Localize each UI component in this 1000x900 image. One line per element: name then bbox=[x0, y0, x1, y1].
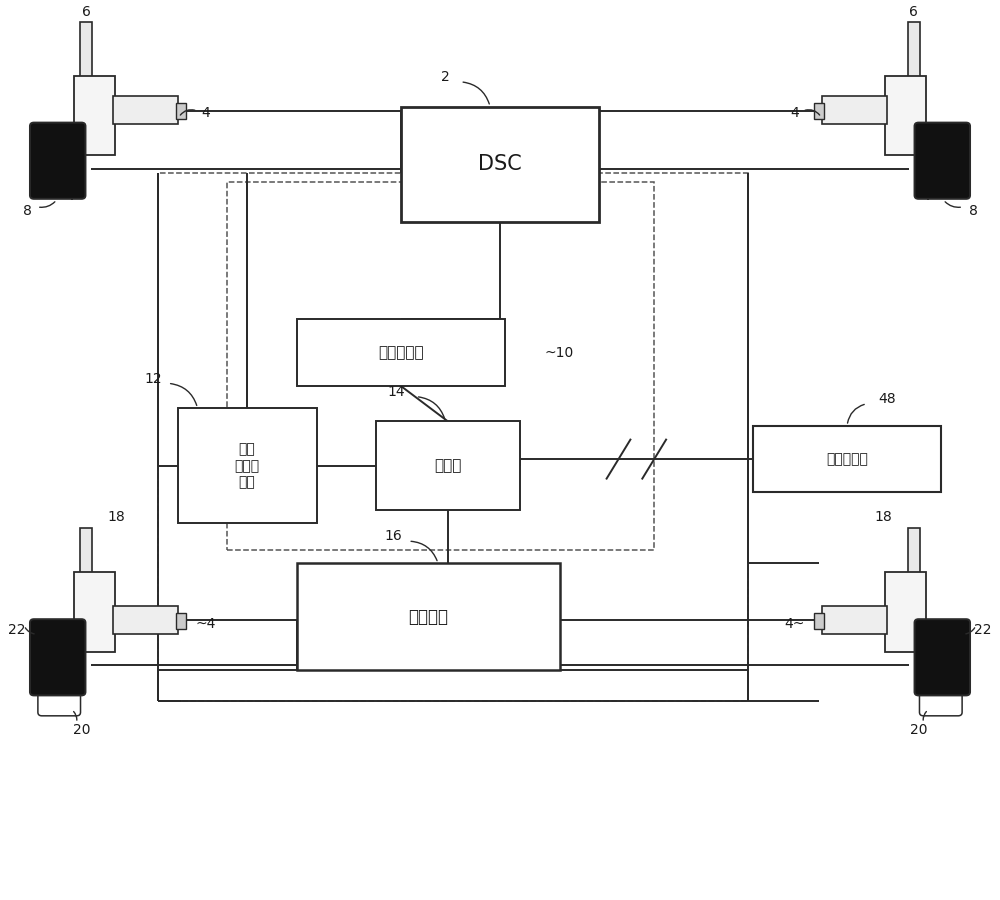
Bar bbox=[178, 408, 317, 524]
Text: 驱动装置: 驱动装置 bbox=[408, 608, 448, 625]
Text: 8: 8 bbox=[23, 204, 31, 219]
Bar bbox=[80, 527, 92, 577]
FancyBboxPatch shape bbox=[30, 122, 85, 199]
Text: 20: 20 bbox=[73, 723, 90, 737]
Text: DSC: DSC bbox=[478, 154, 522, 175]
Bar bbox=[80, 22, 92, 80]
Bar bbox=[814, 613, 824, 629]
Text: 显示器装置: 显示器装置 bbox=[378, 346, 424, 360]
FancyBboxPatch shape bbox=[38, 684, 81, 716]
Bar bbox=[176, 104, 186, 119]
Text: 控制器: 控制器 bbox=[434, 458, 462, 473]
Bar bbox=[401, 106, 599, 222]
Text: 48: 48 bbox=[878, 392, 896, 406]
Text: ~4: ~4 bbox=[195, 616, 216, 631]
Text: 22: 22 bbox=[8, 623, 26, 637]
Bar bbox=[158, 173, 748, 701]
Text: 12: 12 bbox=[144, 372, 162, 386]
FancyBboxPatch shape bbox=[915, 619, 970, 696]
Text: 4~: 4~ bbox=[784, 616, 805, 631]
Text: 6: 6 bbox=[909, 4, 918, 19]
Text: 18: 18 bbox=[107, 510, 125, 524]
Bar bbox=[297, 320, 505, 386]
Text: 温度传感器: 温度传感器 bbox=[826, 452, 868, 466]
FancyBboxPatch shape bbox=[915, 122, 970, 199]
Text: 4: 4 bbox=[201, 106, 210, 120]
Bar bbox=[885, 76, 926, 156]
Bar bbox=[74, 572, 115, 652]
Text: 18: 18 bbox=[875, 510, 893, 524]
Bar bbox=[822, 606, 887, 634]
Bar bbox=[814, 104, 824, 119]
Text: 2: 2 bbox=[441, 70, 450, 85]
Bar bbox=[227, 182, 654, 550]
Bar bbox=[908, 22, 920, 80]
Bar bbox=[297, 563, 560, 670]
Text: 4: 4 bbox=[790, 106, 799, 120]
Text: 16: 16 bbox=[385, 529, 402, 543]
Bar bbox=[376, 421, 520, 510]
Text: ~10: ~10 bbox=[545, 346, 574, 360]
FancyBboxPatch shape bbox=[30, 619, 85, 696]
Bar bbox=[753, 426, 941, 492]
Bar bbox=[176, 613, 186, 629]
FancyBboxPatch shape bbox=[919, 684, 962, 716]
Text: 驻车
制动器
按钮: 驻车 制动器 按钮 bbox=[235, 443, 260, 489]
Bar bbox=[113, 96, 178, 124]
Text: 6: 6 bbox=[82, 4, 91, 19]
Bar bbox=[74, 76, 115, 156]
Text: 8: 8 bbox=[969, 204, 977, 219]
Bar bbox=[113, 606, 178, 634]
Text: 22: 22 bbox=[974, 623, 992, 637]
Bar bbox=[885, 572, 926, 652]
Bar bbox=[822, 96, 887, 124]
Text: 14: 14 bbox=[387, 385, 405, 400]
Text: 20: 20 bbox=[910, 723, 927, 737]
Bar bbox=[908, 527, 920, 577]
